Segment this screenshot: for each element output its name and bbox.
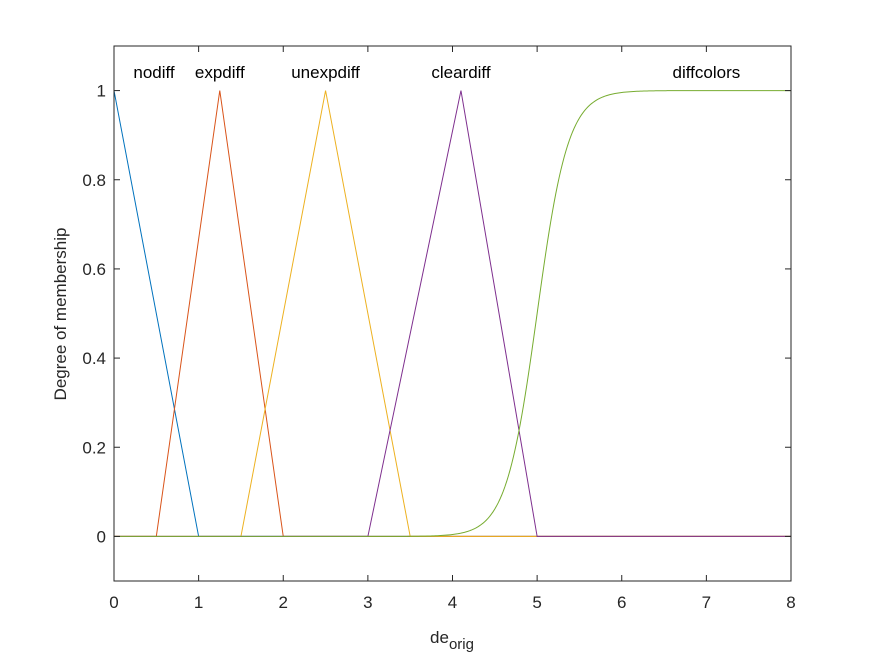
series-layer (113, 90, 791, 537)
mf-label-expdiff: expdiff (195, 63, 245, 82)
x-tick-label: 5 (532, 593, 541, 612)
mf-label-cleardiff: cleardiff (431, 63, 490, 82)
x-axis-label-main: de (430, 628, 449, 647)
plot-area (114, 46, 791, 581)
y-tick-label: 0.8 (82, 171, 106, 190)
x-tick-label: 7 (702, 593, 711, 612)
x-tick-label: 1 (194, 593, 203, 612)
y-axis-ticks: 0 0.2 0.4 0.6 0.8 1 (82, 82, 791, 546)
y-axis-label: Degree of membership (51, 228, 70, 401)
y-tick-label: 0.2 (82, 438, 106, 457)
y-tick-label: 1 (97, 82, 106, 101)
x-tick-label: 2 (279, 593, 288, 612)
x-tick-label: 0 (109, 593, 118, 612)
mf-label-nodiff: nodiff (133, 63, 175, 82)
x-tick-label: 8 (786, 593, 795, 612)
x-axis-label: deorig (430, 628, 474, 653)
x-tick-label: 6 (617, 593, 626, 612)
mf-label-unexpdiff: unexpdiff (291, 63, 360, 82)
x-axis-ticks: 0 1 2 3 4 5 6 7 8 (109, 46, 796, 612)
y-tick-label: 0 (97, 527, 106, 546)
y-tick-label: 0.4 (82, 349, 106, 368)
y-tick-label: 0.6 (82, 260, 106, 279)
x-axis-label-subscript: orig (449, 636, 474, 653)
x-tick-label: 4 (448, 593, 457, 612)
series-line-diffcolors (114, 90, 791, 537)
mf-labels: nodiff expdiff unexpdiff cleardiff diffcolor… (133, 63, 740, 82)
x-tick-label: 3 (363, 593, 372, 612)
mf-label-diffcolors: diffcolors (673, 63, 741, 82)
